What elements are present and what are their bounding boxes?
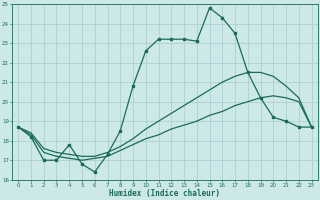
X-axis label: Humidex (Indice chaleur): Humidex (Indice chaleur) bbox=[109, 189, 220, 198]
